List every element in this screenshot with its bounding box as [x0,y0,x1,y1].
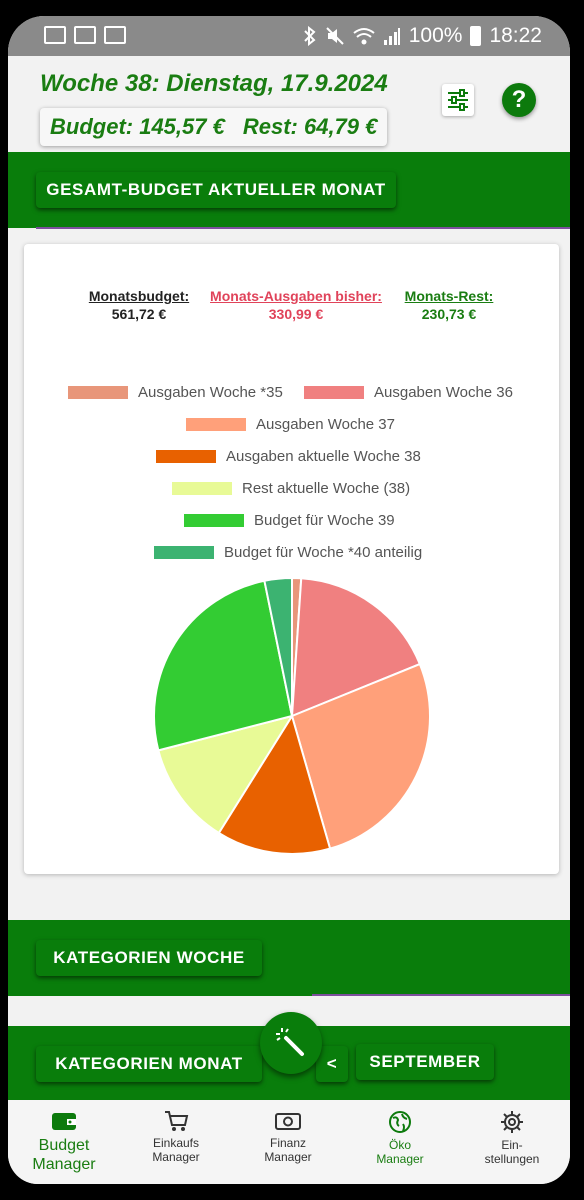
ausgaben-label: Monats-Ausgaben bisher: [210,288,382,304]
legend-label: Ausgaben aktuelle Woche 38 [226,448,421,465]
nav-einstellungen[interactable]: Ein- stellungen [456,1100,568,1184]
mail-icon [74,26,96,44]
legend-item[interactable]: Ausgaben Woche *35 [68,384,283,401]
rest-label: Monats-Rest: [404,288,494,304]
previous-month-button[interactable]: < [316,1046,348,1082]
monatsbudget-value: 561,72 € [111,306,167,322]
legend-label: Rest aktuelle Woche (38) [242,480,411,497]
rest-summary: Monats-Rest: 230,73 € [394,288,504,322]
cart-icon [165,1111,189,1131]
nav-label: Einkaufs Manager [152,1136,200,1164]
status-right: 100% 18:22 [303,24,542,48]
nav-einkaufs-manager[interactable]: Einkaufs Manager [120,1100,232,1184]
globe-icon [389,1111,411,1133]
legend-swatch [156,450,216,463]
budget-summary-box: Budget: 145,57 € Rest: 64,79 € [40,108,388,146]
gear-icon [501,1111,523,1133]
pie-chart [153,576,431,855]
phone-screen: 100% 18:22 Woche 38: Dienstag, 17.9.2024… [8,16,570,1184]
bluetooth-icon [304,26,316,46]
legend-item[interactable]: Budget für Woche 39 [184,512,395,529]
ausgaben-value: 330,99 € [268,306,324,322]
pie-slice[interactable] [153,579,294,752]
wifi-icon [353,28,375,45]
help-button[interactable]: ? [502,83,536,117]
legend-swatch [172,482,232,495]
legend-swatch [154,546,214,559]
gesamt-budget-button[interactable]: GESAMT-BUDGET AKTUELLER MONAT [36,172,396,208]
legend-swatch [186,418,246,431]
legend-swatch [184,514,244,527]
divider-line [312,994,570,996]
ausgaben-summary: Monats-Ausgaben bisher: 330,99 € [204,288,388,322]
pie-slice[interactable] [290,662,431,850]
kategorien-monat-button[interactable]: KATEGORIEN MONAT [36,1046,262,1082]
legend-label: Budget für Woche *40 anteilig [224,544,423,561]
legend-label: Ausgaben Woche *35 [138,384,283,401]
wallet-icon [52,1113,76,1130]
legend-item[interactable]: Budget für Woche *40 anteilig [154,544,422,561]
nav-finanz-manager[interactable]: Finanz Manager [232,1100,344,1184]
nav-label: Budget Manager [32,1137,96,1173]
signal-icon [383,28,400,45]
legend-swatch [68,386,128,399]
calendar-icon [104,26,126,44]
nav-label: Öko Manager [376,1138,424,1166]
rest-text: Rest: 64,79 € [242,114,378,139]
legend-label: Ausgaben Woche 36 [374,384,513,401]
mute-icon [326,27,344,45]
status-bar: 100% 18:22 [8,16,570,56]
legend-item[interactable]: Rest aktuelle Woche (38) [172,480,410,497]
monatsbudget-label: Monatsbudget: [88,288,190,304]
divider-line [36,227,570,229]
legend-label: Ausgaben Woche 37 [256,416,395,433]
nav-label: Ein- stellungen [484,1138,540,1166]
month-selector-button[interactable]: SEPTEMBER [356,1044,494,1080]
clock: 18:22 [489,24,542,47]
pie-slice[interactable] [157,714,295,835]
bottom-navigation: Budget Manager Einkaufs Manager Finanz M… [8,1100,570,1184]
legend-item[interactable]: Ausgaben aktuelle Woche 38 [156,448,421,465]
monatsbudget-summary: Monatsbudget: 561,72 € [84,288,194,322]
battery-icon [470,26,482,46]
page-title: Woche 38: Dienstag, 17.9.2024 [40,70,388,97]
image-icon [44,26,66,44]
nav-oeko-manager[interactable]: Öko Manager [344,1100,456,1184]
filter-settings-button[interactable] [442,84,474,116]
nav-budget-manager[interactable]: Budget Manager [8,1100,120,1184]
budget-chart-card: Monatsbudget: 561,72 € Monats-Ausgaben b… [24,244,559,874]
nav-label: Finanz Manager [264,1136,312,1164]
rest-value: 230,73 € [421,306,477,322]
legend-item[interactable]: Ausgaben Woche 37 [186,416,395,433]
sliders-icon [448,89,468,111]
kategorien-woche-button[interactable]: KATEGORIEN WOCHE [36,940,262,976]
pie-slice[interactable] [290,577,422,718]
battery-percent: 100% [408,24,463,47]
magic-wand-icon [276,1028,304,1056]
legend-swatch [304,386,364,399]
pie-slice[interactable] [263,576,293,717]
budget-text: Budget: 145,57 € [50,114,225,139]
banknote-icon [275,1113,301,1130]
legend-item[interactable]: Ausgaben Woche 36 [304,384,513,401]
app-header: Woche 38: Dienstag, 17.9.2024 Budget: 14… [8,56,570,152]
pie-slice[interactable] [217,713,332,855]
magic-wand-button[interactable] [260,1012,322,1074]
legend-label: Budget für Woche 39 [254,512,395,529]
status-left-icons [44,26,126,44]
